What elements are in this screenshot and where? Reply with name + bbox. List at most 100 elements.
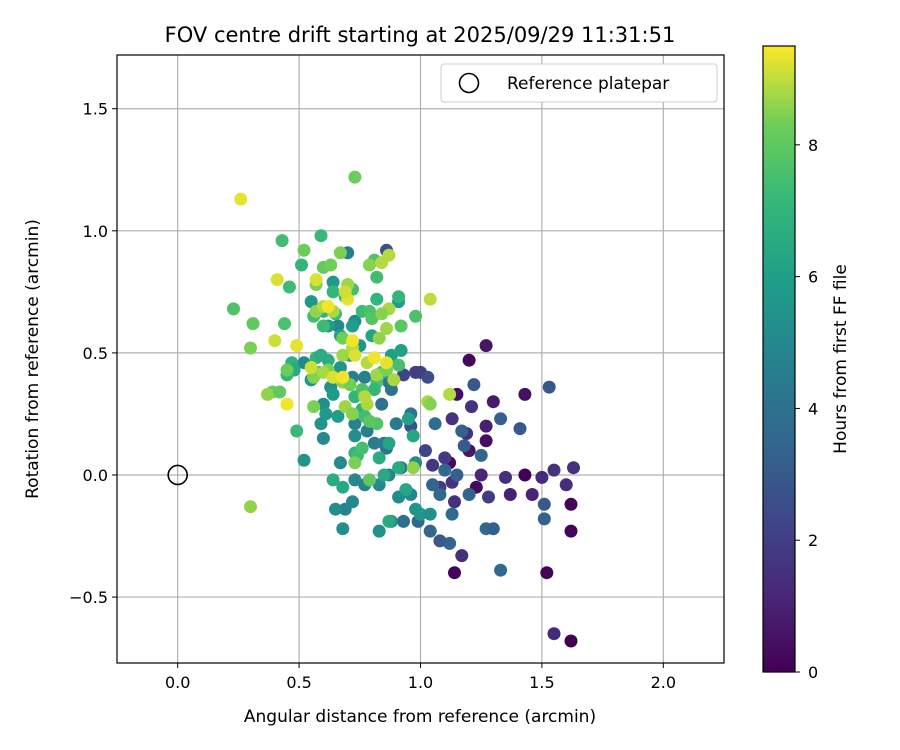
scatter-point — [537, 512, 551, 526]
scatter-point — [457, 439, 471, 453]
scatter-point — [433, 488, 447, 501]
y-tick-label: −0.5 — [69, 588, 108, 607]
scatter-point — [518, 387, 532, 401]
scatter-point — [455, 424, 469, 438]
data-points — [227, 170, 580, 648]
scatter-point — [394, 319, 408, 333]
colorbar-tick-label: 2 — [808, 531, 818, 550]
scatter-point — [316, 365, 330, 379]
scatter-point — [372, 524, 386, 538]
scatter-point — [348, 170, 362, 184]
scatter-point — [319, 407, 333, 421]
scatter-point — [326, 285, 340, 299]
scatter-point — [503, 488, 517, 501]
scatter-point — [363, 473, 376, 487]
scatter-point — [316, 319, 330, 333]
scatter-point — [397, 514, 410, 528]
scatter-point — [326, 370, 340, 384]
scatter-point — [346, 407, 359, 421]
scatter-point — [486, 395, 500, 409]
scatter-point — [448, 495, 461, 509]
y-tick-label: 1.0 — [83, 222, 108, 241]
scatter-point — [423, 292, 437, 306]
x-tick-label: 1.0 — [408, 673, 433, 692]
scatter-point — [564, 634, 578, 648]
scatter-point — [423, 397, 437, 411]
scatter-point — [244, 500, 257, 514]
scatter-point — [380, 322, 393, 335]
scatter-point — [355, 441, 369, 455]
scatter-point — [227, 302, 240, 316]
scatter-point — [499, 470, 512, 484]
scatter-point — [397, 368, 410, 382]
scatter-point — [370, 292, 384, 306]
scatter-point — [367, 351, 381, 365]
scatter-point — [389, 417, 403, 431]
x-axis-ticks: 0.0 0.5 1.0 1.5 2.0 — [165, 663, 676, 692]
scatter-point — [401, 412, 415, 426]
scatter-point — [367, 383, 381, 396]
scatter-point — [316, 431, 330, 445]
scatter-point — [333, 456, 347, 470]
scatter-point — [336, 370, 350, 384]
legend-reference-marker — [458, 72, 480, 94]
scatter-point — [380, 356, 393, 370]
scatter-point — [326, 473, 340, 487]
scatter-point — [331, 319, 345, 333]
scatter-point — [290, 339, 304, 353]
scatter-point — [564, 524, 578, 538]
scatter-point — [445, 507, 459, 521]
y-tick-label: 1.5 — [83, 100, 108, 119]
scatter-point — [321, 300, 335, 313]
scatter-point — [346, 495, 359, 509]
scatter-point — [348, 417, 362, 431]
scatter-point — [314, 417, 328, 431]
scatter-point — [421, 370, 435, 384]
scatter-point — [333, 246, 347, 260]
x-tick-label: 0.0 — [165, 673, 190, 692]
scatter-point — [414, 507, 427, 521]
scatter-point — [399, 483, 413, 497]
scatter-point — [290, 424, 304, 438]
scatter-point — [426, 458, 440, 472]
scatter-point — [479, 434, 493, 448]
scatter-point — [540, 566, 554, 580]
scatter-point — [418, 444, 432, 458]
scatter-point — [336, 348, 350, 362]
scatter-point — [535, 470, 549, 484]
scatter-point — [363, 258, 376, 272]
scatter-point — [423, 507, 437, 521]
scatter-point — [438, 451, 452, 465]
scatter-point — [304, 295, 318, 309]
scatter-point — [406, 461, 420, 475]
scatter-point — [336, 522, 350, 536]
scatter-point — [448, 566, 461, 580]
scatter-point — [542, 380, 556, 394]
scatter-point — [365, 312, 379, 326]
scatter-point — [494, 563, 508, 577]
scatter-point — [462, 353, 476, 367]
scatter-point — [513, 422, 527, 436]
scatter-point — [348, 348, 362, 362]
scatter-point — [358, 370, 372, 384]
colorbar-tick-label: 0 — [808, 663, 818, 682]
x-tick-label: 2.0 — [651, 673, 676, 692]
scatter-point — [567, 461, 580, 475]
colorbar-tick-label: 6 — [808, 268, 818, 287]
scatter-point — [358, 390, 372, 404]
scatter-point — [375, 397, 389, 411]
scatter-point — [525, 488, 539, 501]
scatter-point — [564, 497, 578, 511]
scatter-point — [372, 331, 386, 345]
colorbar-tick-label: 8 — [808, 136, 818, 155]
scatter-point — [346, 319, 359, 333]
x-axis-label: Angular distance from reference (arcmin) — [244, 707, 596, 727]
x-tick-label: 0.5 — [286, 673, 311, 692]
scatter-point — [314, 348, 328, 362]
scatter-point — [428, 417, 442, 431]
scatter-point — [474, 448, 488, 462]
scatter-point — [280, 363, 294, 377]
reference-platepar-marker — [167, 464, 188, 486]
scatter-point — [438, 463, 452, 477]
